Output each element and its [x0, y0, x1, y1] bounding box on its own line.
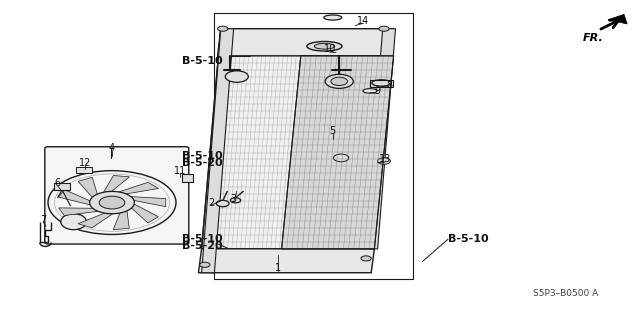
- Circle shape: [331, 77, 348, 85]
- Circle shape: [90, 191, 134, 214]
- Circle shape: [378, 158, 390, 164]
- Polygon shape: [608, 14, 627, 24]
- Polygon shape: [307, 160, 337, 166]
- Polygon shape: [339, 142, 366, 153]
- FancyBboxPatch shape: [45, 147, 189, 244]
- Circle shape: [99, 196, 125, 209]
- Ellipse shape: [307, 41, 342, 51]
- Polygon shape: [59, 208, 102, 216]
- Text: 9: 9: [374, 86, 381, 96]
- Circle shape: [333, 154, 349, 162]
- Text: 5: 5: [330, 126, 336, 136]
- Polygon shape: [113, 209, 129, 230]
- Circle shape: [230, 198, 241, 203]
- Polygon shape: [78, 177, 98, 199]
- Circle shape: [379, 26, 389, 31]
- Text: B-5-20: B-5-20: [182, 241, 223, 251]
- Circle shape: [218, 26, 228, 31]
- Text: FR.: FR.: [582, 33, 603, 43]
- Ellipse shape: [61, 214, 86, 230]
- Bar: [76, 167, 92, 173]
- Bar: [54, 183, 70, 190]
- Circle shape: [225, 71, 248, 82]
- Text: 2: 2: [208, 197, 214, 208]
- Text: 8: 8: [386, 79, 392, 90]
- Text: 1: 1: [275, 263, 282, 273]
- Polygon shape: [198, 249, 374, 273]
- Polygon shape: [130, 203, 158, 223]
- Polygon shape: [78, 212, 115, 228]
- Circle shape: [325, 74, 353, 88]
- Polygon shape: [218, 29, 394, 56]
- Polygon shape: [335, 161, 348, 175]
- Text: B-5-10: B-5-10: [182, 56, 223, 66]
- Ellipse shape: [314, 43, 335, 49]
- Text: 14: 14: [357, 16, 370, 26]
- Polygon shape: [202, 29, 394, 249]
- Bar: [182, 174, 193, 182]
- Polygon shape: [317, 142, 333, 157]
- Polygon shape: [202, 29, 234, 273]
- Text: 4: 4: [109, 143, 115, 153]
- Text: B-5-10: B-5-10: [448, 234, 488, 244]
- Text: B-5-20: B-5-20: [182, 158, 223, 168]
- Circle shape: [361, 256, 371, 261]
- Polygon shape: [365, 29, 396, 249]
- Text: 3: 3: [230, 194, 237, 204]
- Ellipse shape: [324, 15, 342, 20]
- Text: S5P3–B0500 A: S5P3–B0500 A: [533, 289, 598, 298]
- Text: 12: 12: [79, 158, 92, 168]
- Polygon shape: [115, 182, 159, 195]
- Text: 13: 13: [379, 154, 392, 165]
- Polygon shape: [59, 189, 94, 206]
- Text: 7: 7: [40, 215, 47, 225]
- Polygon shape: [127, 197, 166, 207]
- Circle shape: [200, 262, 210, 267]
- Text: 10: 10: [323, 44, 336, 55]
- Text: B-5-10: B-5-10: [182, 234, 223, 244]
- Text: 11: 11: [174, 166, 187, 176]
- Text: B-5-10: B-5-10: [182, 151, 223, 161]
- Polygon shape: [349, 155, 376, 166]
- Text: 6: 6: [54, 178, 61, 189]
- Polygon shape: [282, 56, 394, 249]
- Circle shape: [216, 200, 229, 207]
- Polygon shape: [102, 175, 129, 194]
- Ellipse shape: [372, 80, 391, 86]
- Ellipse shape: [363, 89, 377, 93]
